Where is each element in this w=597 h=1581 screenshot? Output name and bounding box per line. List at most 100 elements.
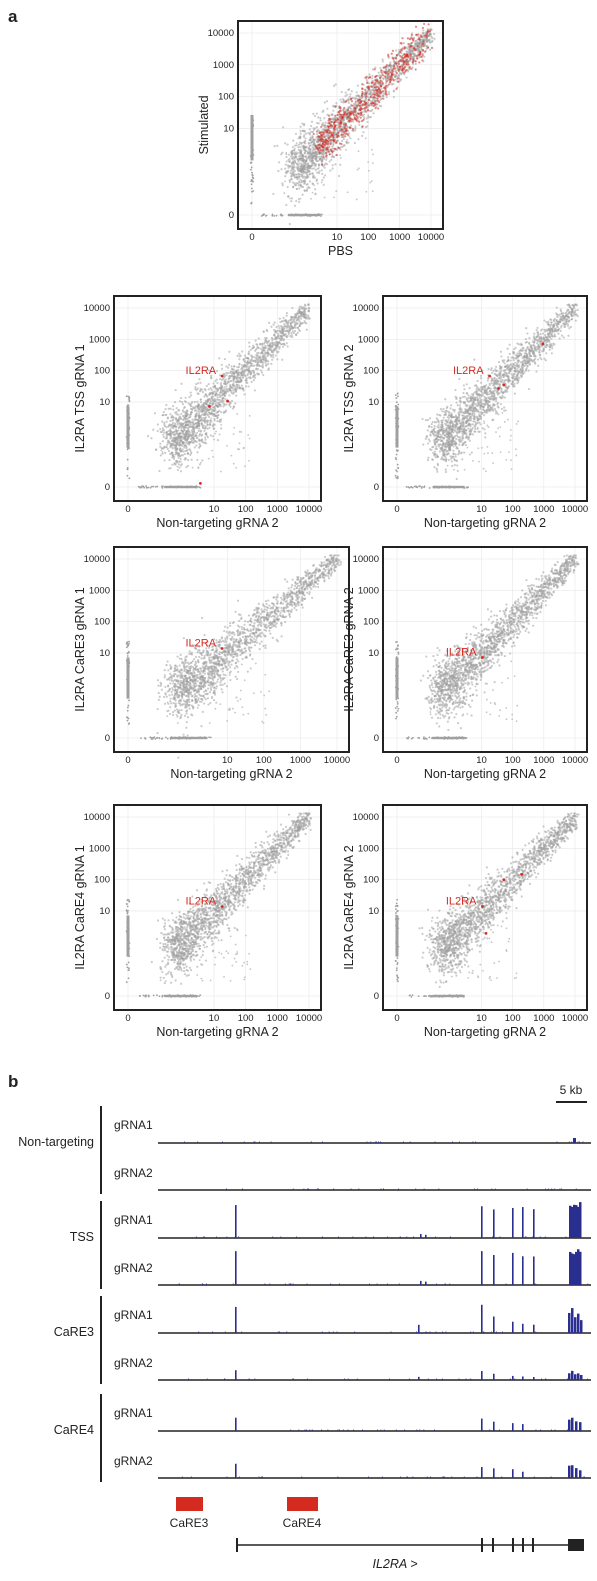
data-point (261, 365, 264, 368)
data-point (344, 94, 347, 98)
data-point (238, 362, 241, 365)
de-point (329, 118, 332, 121)
data-point (290, 332, 293, 335)
data-point (344, 91, 347, 94)
de-point (403, 46, 406, 49)
data-point (174, 460, 178, 463)
data-point (352, 120, 355, 123)
outlier-point (220, 470, 222, 473)
de-point (402, 57, 405, 60)
data-point (276, 342, 279, 345)
de-point (373, 93, 376, 96)
data-point (186, 448, 189, 452)
data-point (379, 67, 382, 70)
y-tick-label: 1000 (89, 334, 110, 345)
data-point (317, 122, 320, 125)
data-point (234, 390, 238, 393)
de-point (392, 67, 395, 70)
de-point (325, 139, 328, 142)
data-point (179, 460, 182, 463)
data-point (290, 197, 294, 200)
data-point (461, 458, 464, 461)
outlier-point (295, 188, 298, 191)
data-point (200, 405, 203, 408)
data-point (209, 400, 213, 403)
data-point (174, 448, 177, 451)
data-point (426, 44, 429, 48)
zero-row-point (145, 485, 148, 487)
data-point (278, 347, 281, 350)
data-point (411, 52, 414, 55)
data-point (267, 362, 270, 366)
data-point (166, 443, 169, 446)
y-tick-label: 10 (223, 124, 234, 135)
data-point (284, 163, 287, 166)
data-point (193, 400, 196, 404)
data-point (293, 330, 297, 333)
data-point (190, 405, 193, 408)
data-point (317, 163, 321, 166)
de-point (333, 121, 336, 124)
de-point (337, 147, 341, 150)
x-tick-label: 10000 (418, 232, 444, 243)
data-point (278, 337, 281, 340)
data-point (326, 107, 329, 110)
data-point (387, 91, 391, 94)
data-point (198, 427, 201, 430)
data-point (332, 118, 335, 121)
de-point (360, 94, 363, 98)
data-point (165, 430, 168, 434)
data-point (216, 381, 219, 385)
data-point (191, 431, 194, 434)
de-point (373, 100, 377, 103)
data-point (220, 388, 223, 391)
de-point (405, 69, 408, 72)
data-point (267, 347, 270, 350)
de-point (349, 98, 352, 101)
outlier-point (370, 180, 373, 183)
data-point (280, 331, 283, 334)
data-point (220, 385, 224, 388)
de-point (327, 114, 331, 117)
de-point (395, 72, 398, 75)
de-point (368, 88, 371, 91)
data-point (550, 352, 553, 355)
de-point (384, 91, 387, 94)
outlier-point (183, 414, 186, 417)
x-tick-label: 100 (238, 504, 254, 515)
de-point (323, 135, 326, 139)
de-point (325, 154, 328, 157)
data-point (485, 384, 488, 387)
data-point (354, 128, 357, 132)
outlier-point (164, 413, 167, 416)
de-point (360, 111, 363, 114)
de-point (330, 138, 333, 142)
data-point (239, 371, 243, 375)
data-point (183, 400, 186, 403)
data-point (491, 371, 494, 374)
de-point (365, 95, 368, 98)
data-point (243, 359, 246, 363)
data-point (321, 172, 324, 175)
data-point (255, 364, 258, 367)
data-point (294, 324, 297, 327)
de-point (377, 88, 380, 91)
data-point (296, 311, 299, 315)
data-point (233, 365, 236, 368)
de-point (403, 71, 406, 74)
data-point (493, 407, 497, 411)
data-point (311, 149, 314, 152)
data-point (216, 414, 220, 417)
data-point (180, 400, 184, 404)
data-point (308, 158, 311, 162)
de-point (327, 126, 330, 129)
data-point (317, 116, 320, 119)
data-point (198, 463, 201, 466)
data-point (173, 434, 176, 437)
data-point (341, 139, 344, 143)
zero-column-point (251, 174, 254, 177)
outlier-point (339, 157, 342, 159)
data-point (349, 93, 352, 96)
outlier-point (181, 445, 184, 447)
